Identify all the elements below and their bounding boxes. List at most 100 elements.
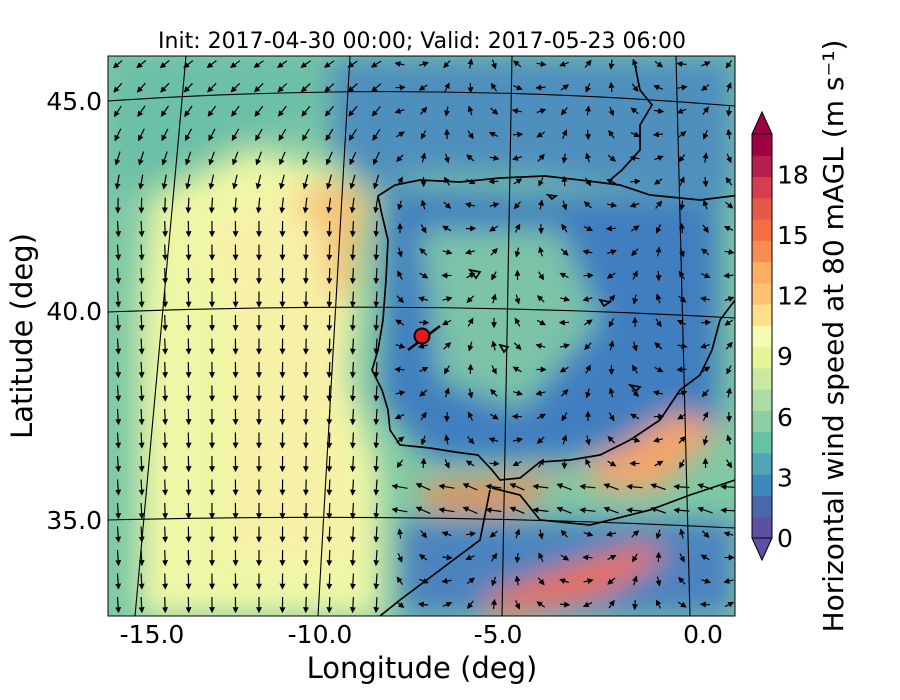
wind-vector — [162, 502, 169, 520]
wind-vector — [115, 385, 122, 402]
wind-vector — [208, 197, 215, 214]
wind-vector — [538, 271, 545, 281]
wind-vector — [326, 432, 333, 449]
wind-vector — [326, 479, 333, 496]
wind-vector — [159, 60, 170, 69]
wind-vector — [585, 458, 591, 468]
wind-vector — [373, 526, 380, 543]
wind-vector — [629, 202, 640, 208]
wind-vector — [438, 507, 455, 514]
wind-vector — [115, 596, 122, 614]
colorbar-segment — [752, 155, 772, 178]
wind-vector — [185, 174, 191, 190]
wind-vector — [726, 365, 732, 375]
wind-vector — [630, 413, 640, 420]
wind-vector — [607, 249, 617, 255]
wind-vector — [254, 105, 264, 117]
colorbar-segment — [752, 134, 772, 156]
wind-vector — [397, 247, 403, 258]
wind-vector — [536, 295, 545, 303]
wind-vector — [538, 177, 544, 187]
wind-vector — [491, 365, 497, 375]
wind-vector — [678, 576, 686, 585]
wind-vector — [561, 200, 568, 211]
colorbar-segment — [752, 176, 772, 199]
wind-vector — [420, 199, 427, 210]
wind-vector — [677, 601, 687, 608]
wind-vector — [491, 576, 497, 587]
wind-vector — [326, 596, 333, 614]
wind-vector — [513, 60, 522, 68]
wind-vector — [560, 84, 570, 91]
wind-vector — [723, 531, 734, 537]
wind-vector — [326, 385, 333, 402]
wind-vector — [652, 390, 664, 396]
wind-vector — [603, 506, 619, 514]
wind-vector — [535, 343, 546, 349]
wind-vector — [607, 460, 617, 467]
colorbar-segment — [752, 495, 772, 518]
wind-vector — [326, 220, 333, 238]
wind-vector — [467, 411, 474, 421]
wind-vector — [583, 201, 592, 209]
inland-reservoirs — [467, 193, 642, 393]
wind-vector — [444, 411, 451, 423]
wind-vector — [514, 575, 521, 586]
wind-vector — [114, 151, 121, 166]
wind-vector — [349, 385, 356, 402]
wind-vector — [462, 483, 478, 491]
wind-vector — [654, 342, 663, 350]
wind-vector — [323, 60, 335, 68]
wind-vector — [654, 366, 664, 373]
wind-vector — [326, 291, 333, 308]
wind-vector — [136, 82, 146, 93]
wind-vector — [417, 343, 429, 349]
wind-vector — [490, 598, 497, 610]
wind-vector — [395, 131, 405, 138]
wind-vector — [585, 152, 591, 163]
wind-vector — [419, 578, 429, 584]
wind-vector — [560, 554, 570, 561]
wind-vector — [420, 435, 427, 446]
wind-vector — [114, 128, 122, 142]
wind-vector — [512, 131, 524, 138]
wind-vector — [467, 130, 474, 140]
wind-vector — [583, 225, 594, 232]
wind-vector — [701, 389, 709, 398]
wind-vector — [653, 437, 663, 443]
wind-vector — [654, 60, 664, 68]
wind-vector — [466, 295, 475, 304]
wind-vector — [115, 502, 122, 520]
wind-vector — [560, 388, 569, 397]
wind-vector — [726, 82, 732, 92]
wind-vector — [373, 267, 380, 285]
wind-vector — [655, 576, 662, 587]
wind-vector — [490, 552, 498, 562]
wind-vector — [278, 151, 286, 166]
wind-vector — [300, 83, 311, 93]
wind-vector — [488, 437, 499, 443]
wind-vector — [444, 387, 450, 398]
wind-vector — [138, 267, 145, 285]
wind-vector — [326, 455, 333, 473]
wind-vector — [326, 526, 333, 543]
wind-vector — [701, 530, 710, 539]
wind-vector — [373, 244, 380, 261]
wind-vector — [679, 553, 685, 563]
wind-vector — [302, 128, 310, 142]
wind-vector — [255, 197, 262, 214]
wind-vector — [655, 293, 662, 304]
wind-vector — [632, 599, 639, 611]
wind-vector — [467, 388, 474, 399]
wind-vector — [397, 553, 403, 563]
wind-vector — [442, 601, 453, 608]
wind-vector — [112, 59, 123, 69]
wind-vector — [373, 432, 380, 449]
wind-vector — [373, 220, 380, 238]
wind-vector — [701, 366, 711, 373]
wind-vector — [232, 197, 239, 214]
wind-vector — [700, 554, 710, 561]
y-tick-labels: 35.0 40.0 45.0 — [46, 87, 102, 535]
wind-vector — [417, 601, 429, 608]
wind-vector — [559, 366, 569, 373]
